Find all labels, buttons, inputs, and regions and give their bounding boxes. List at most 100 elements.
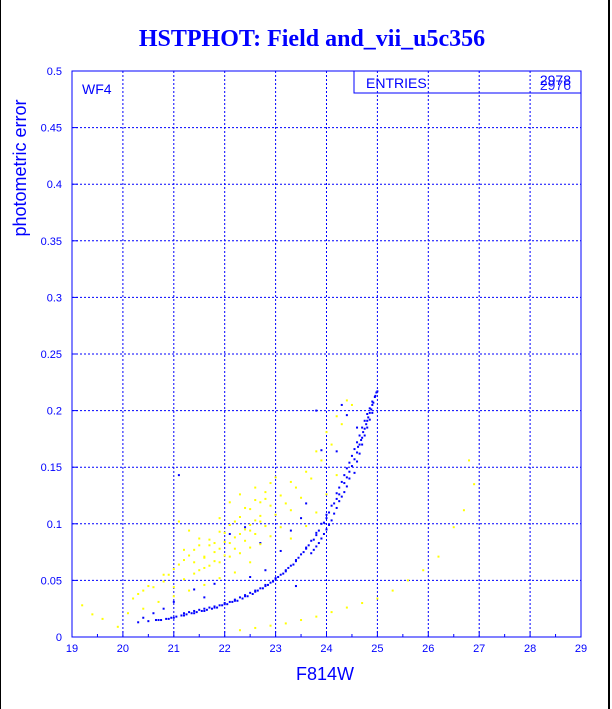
blue-point	[261, 587, 264, 590]
yellow-point	[315, 511, 318, 514]
yellow-point	[218, 517, 221, 520]
blue-point	[312, 538, 315, 541]
yellow-point	[284, 502, 287, 505]
yellow-point	[254, 486, 257, 489]
yellow-point	[289, 480, 292, 483]
blue-point	[264, 583, 267, 586]
blue-point	[193, 588, 196, 591]
blue-point	[356, 441, 359, 444]
blue-point	[233, 598, 236, 601]
yellow-point	[238, 516, 241, 519]
yellow-point	[330, 611, 333, 614]
blue-point	[157, 619, 160, 622]
yellow-point	[223, 540, 226, 543]
blue-point	[213, 582, 216, 585]
blue-point	[373, 396, 376, 399]
blue-point	[330, 504, 333, 507]
blue-point	[357, 445, 360, 448]
blue-point	[152, 612, 155, 615]
blue-point	[264, 569, 267, 572]
yellow-point	[152, 586, 155, 589]
yellow-point	[132, 597, 135, 600]
blue-point	[172, 616, 175, 619]
yellow-point	[182, 559, 185, 562]
chart-title: HSTPHOT: Field and_vii_u5c356	[139, 26, 485, 52]
y-tick-label: 0.4	[47, 179, 62, 191]
blue-point	[317, 542, 320, 545]
yellow-point	[249, 508, 252, 511]
blue-point	[137, 621, 140, 624]
blue-point	[297, 556, 300, 559]
blue-point	[238, 596, 241, 599]
yellow-point	[188, 529, 191, 532]
x-tick-label: 26	[422, 643, 434, 655]
x-tick-label: 25	[371, 643, 383, 655]
yellow-point	[274, 476, 277, 479]
yellow-point	[473, 483, 476, 486]
blue-point	[193, 609, 196, 612]
yellow-point	[274, 513, 277, 516]
blue-point	[361, 436, 364, 439]
yellow-point	[177, 520, 180, 523]
blue-point	[310, 539, 313, 542]
yellow-point	[294, 486, 297, 489]
blue-point	[277, 576, 280, 579]
blue-point	[180, 614, 183, 617]
blue-point	[218, 604, 221, 607]
blue-point	[294, 585, 297, 588]
yellow-point	[244, 506, 247, 509]
blue-point	[228, 600, 231, 603]
blue-point	[279, 573, 282, 576]
blue-series	[137, 390, 379, 624]
blue-point	[371, 400, 374, 403]
blue-point	[241, 597, 244, 600]
blue-point	[305, 546, 308, 549]
blue-point	[259, 542, 262, 545]
yellow-point	[300, 619, 303, 622]
blue-point	[223, 602, 226, 605]
yellow-point	[142, 589, 145, 592]
yellow-point	[279, 526, 282, 529]
yellow-point	[254, 519, 257, 522]
yellow-point	[305, 525, 308, 528]
blue-point	[289, 564, 292, 567]
yellow-point	[218, 561, 221, 564]
blue-point	[322, 521, 325, 524]
blue-point	[343, 491, 346, 494]
blue-point	[294, 559, 297, 562]
x-tick-label: 28	[524, 643, 536, 655]
x-tick-label: 19	[66, 643, 78, 655]
blue-point	[142, 616, 145, 619]
blue-point	[320, 522, 323, 525]
yellow-point	[345, 399, 348, 402]
blue-point	[233, 599, 236, 602]
blue-point	[167, 617, 170, 620]
blue-point	[208, 606, 211, 609]
yellow-point	[198, 537, 201, 540]
blue-point	[249, 591, 252, 594]
blue-point	[246, 595, 249, 598]
yellow-point	[233, 571, 236, 574]
yellow-point	[264, 497, 267, 500]
yellow-point	[203, 556, 206, 559]
blue-point	[256, 589, 259, 592]
blue-point	[310, 552, 313, 555]
blue-point	[345, 485, 348, 488]
blue-point	[254, 590, 257, 593]
y-tick-label: 0.2	[47, 406, 62, 418]
yellow-point	[238, 629, 241, 632]
yellow-point	[249, 561, 252, 564]
blue-point	[188, 611, 191, 614]
blue-point	[361, 426, 364, 429]
blue-point	[368, 407, 371, 410]
blue-point	[244, 594, 247, 597]
yellow-point	[315, 615, 318, 618]
blue-point	[330, 519, 333, 522]
blue-point	[366, 419, 369, 422]
blue-point	[361, 443, 364, 446]
blue-point	[376, 390, 379, 393]
blue-point	[175, 615, 178, 618]
blue-point	[338, 486, 341, 489]
blue-point	[350, 454, 353, 457]
blue-point	[264, 585, 267, 588]
